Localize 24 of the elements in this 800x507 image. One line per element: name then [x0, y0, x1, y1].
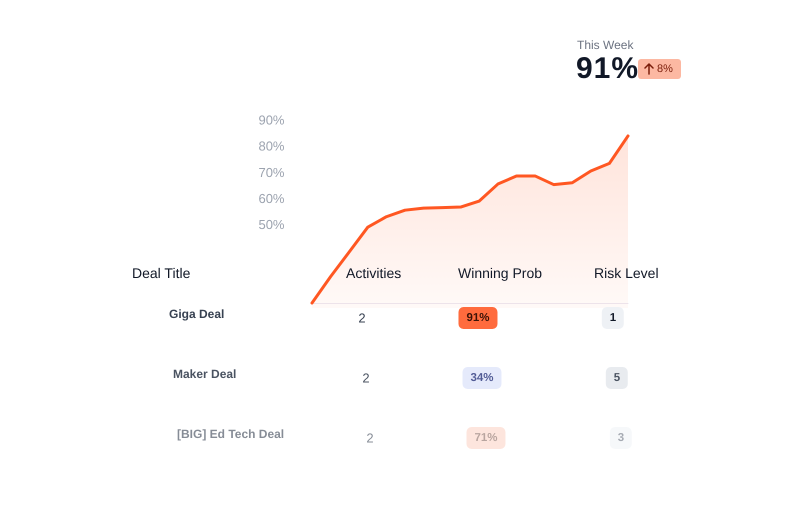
text: 2	[366, 430, 374, 446]
text: 91%	[458, 307, 498, 329]
text: [BIG] Ed Tech Deal	[177, 427, 284, 441]
text: Deal Title	[132, 265, 190, 281]
annotation: Winning Prob	[458, 265, 542, 281]
text: This Week	[577, 38, 634, 52]
y-tick-label: 60%	[258, 190, 285, 206]
text: 91%	[576, 52, 640, 86]
y-tick-label: 50%	[258, 217, 285, 232]
text: 2	[362, 370, 370, 386]
text: Maker Deal	[173, 367, 236, 381]
y-tick-label: 70%	[258, 164, 285, 180]
text: 3	[610, 427, 632, 449]
text: 34%	[462, 367, 502, 389]
y-tick-label: 90%	[258, 112, 285, 128]
text: 1	[602, 307, 624, 329]
text: 8%	[657, 63, 673, 75]
text: Giga Deal	[169, 307, 224, 321]
annotation: Activities	[346, 265, 402, 281]
text: 2	[358, 310, 366, 326]
y-tick-label: 80%	[258, 138, 285, 154]
text: 71%	[466, 427, 506, 449]
text: 5	[606, 367, 628, 389]
annotation: Risk Level	[594, 265, 659, 281]
